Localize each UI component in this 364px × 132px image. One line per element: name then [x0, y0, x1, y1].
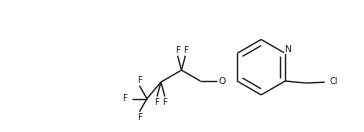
Text: Cl: Cl [329, 77, 338, 86]
Text: F: F [162, 98, 167, 107]
Text: F: F [122, 94, 127, 103]
Text: F: F [155, 98, 159, 107]
Text: N: N [284, 45, 291, 54]
Text: F: F [175, 46, 180, 55]
Text: F: F [183, 46, 188, 55]
Text: F: F [137, 113, 142, 122]
Text: F: F [137, 76, 142, 85]
Text: O: O [218, 77, 226, 86]
